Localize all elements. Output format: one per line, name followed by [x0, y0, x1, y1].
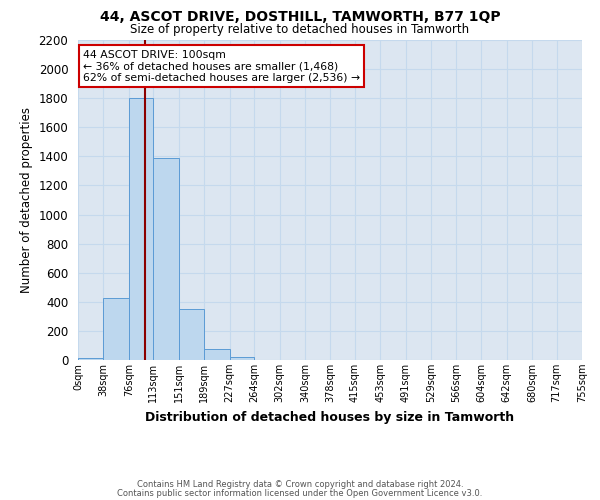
Bar [154, 158, 179, 360]
Text: Size of property relative to detached houses in Tamworth: Size of property relative to detached ho… [130, 22, 470, 36]
Bar [230, 357, 254, 360]
Bar [204, 349, 230, 360]
Text: Contains public sector information licensed under the Open Government Licence v3: Contains public sector information licen… [118, 489, 482, 498]
Text: Contains HM Land Registry data © Crown copyright and database right 2024.: Contains HM Land Registry data © Crown c… [137, 480, 463, 489]
Bar [78, 358, 103, 360]
Bar [129, 98, 154, 360]
Bar [179, 309, 204, 360]
Bar [103, 298, 129, 360]
Y-axis label: Number of detached properties: Number of detached properties [20, 107, 33, 293]
Text: 44 ASCOT DRIVE: 100sqm
← 36% of detached houses are smaller (1,468)
62% of semi-: 44 ASCOT DRIVE: 100sqm ← 36% of detached… [83, 50, 360, 83]
Text: 44, ASCOT DRIVE, DOSTHILL, TAMWORTH, B77 1QP: 44, ASCOT DRIVE, DOSTHILL, TAMWORTH, B77… [100, 10, 500, 24]
X-axis label: Distribution of detached houses by size in Tamworth: Distribution of detached houses by size … [145, 410, 515, 424]
